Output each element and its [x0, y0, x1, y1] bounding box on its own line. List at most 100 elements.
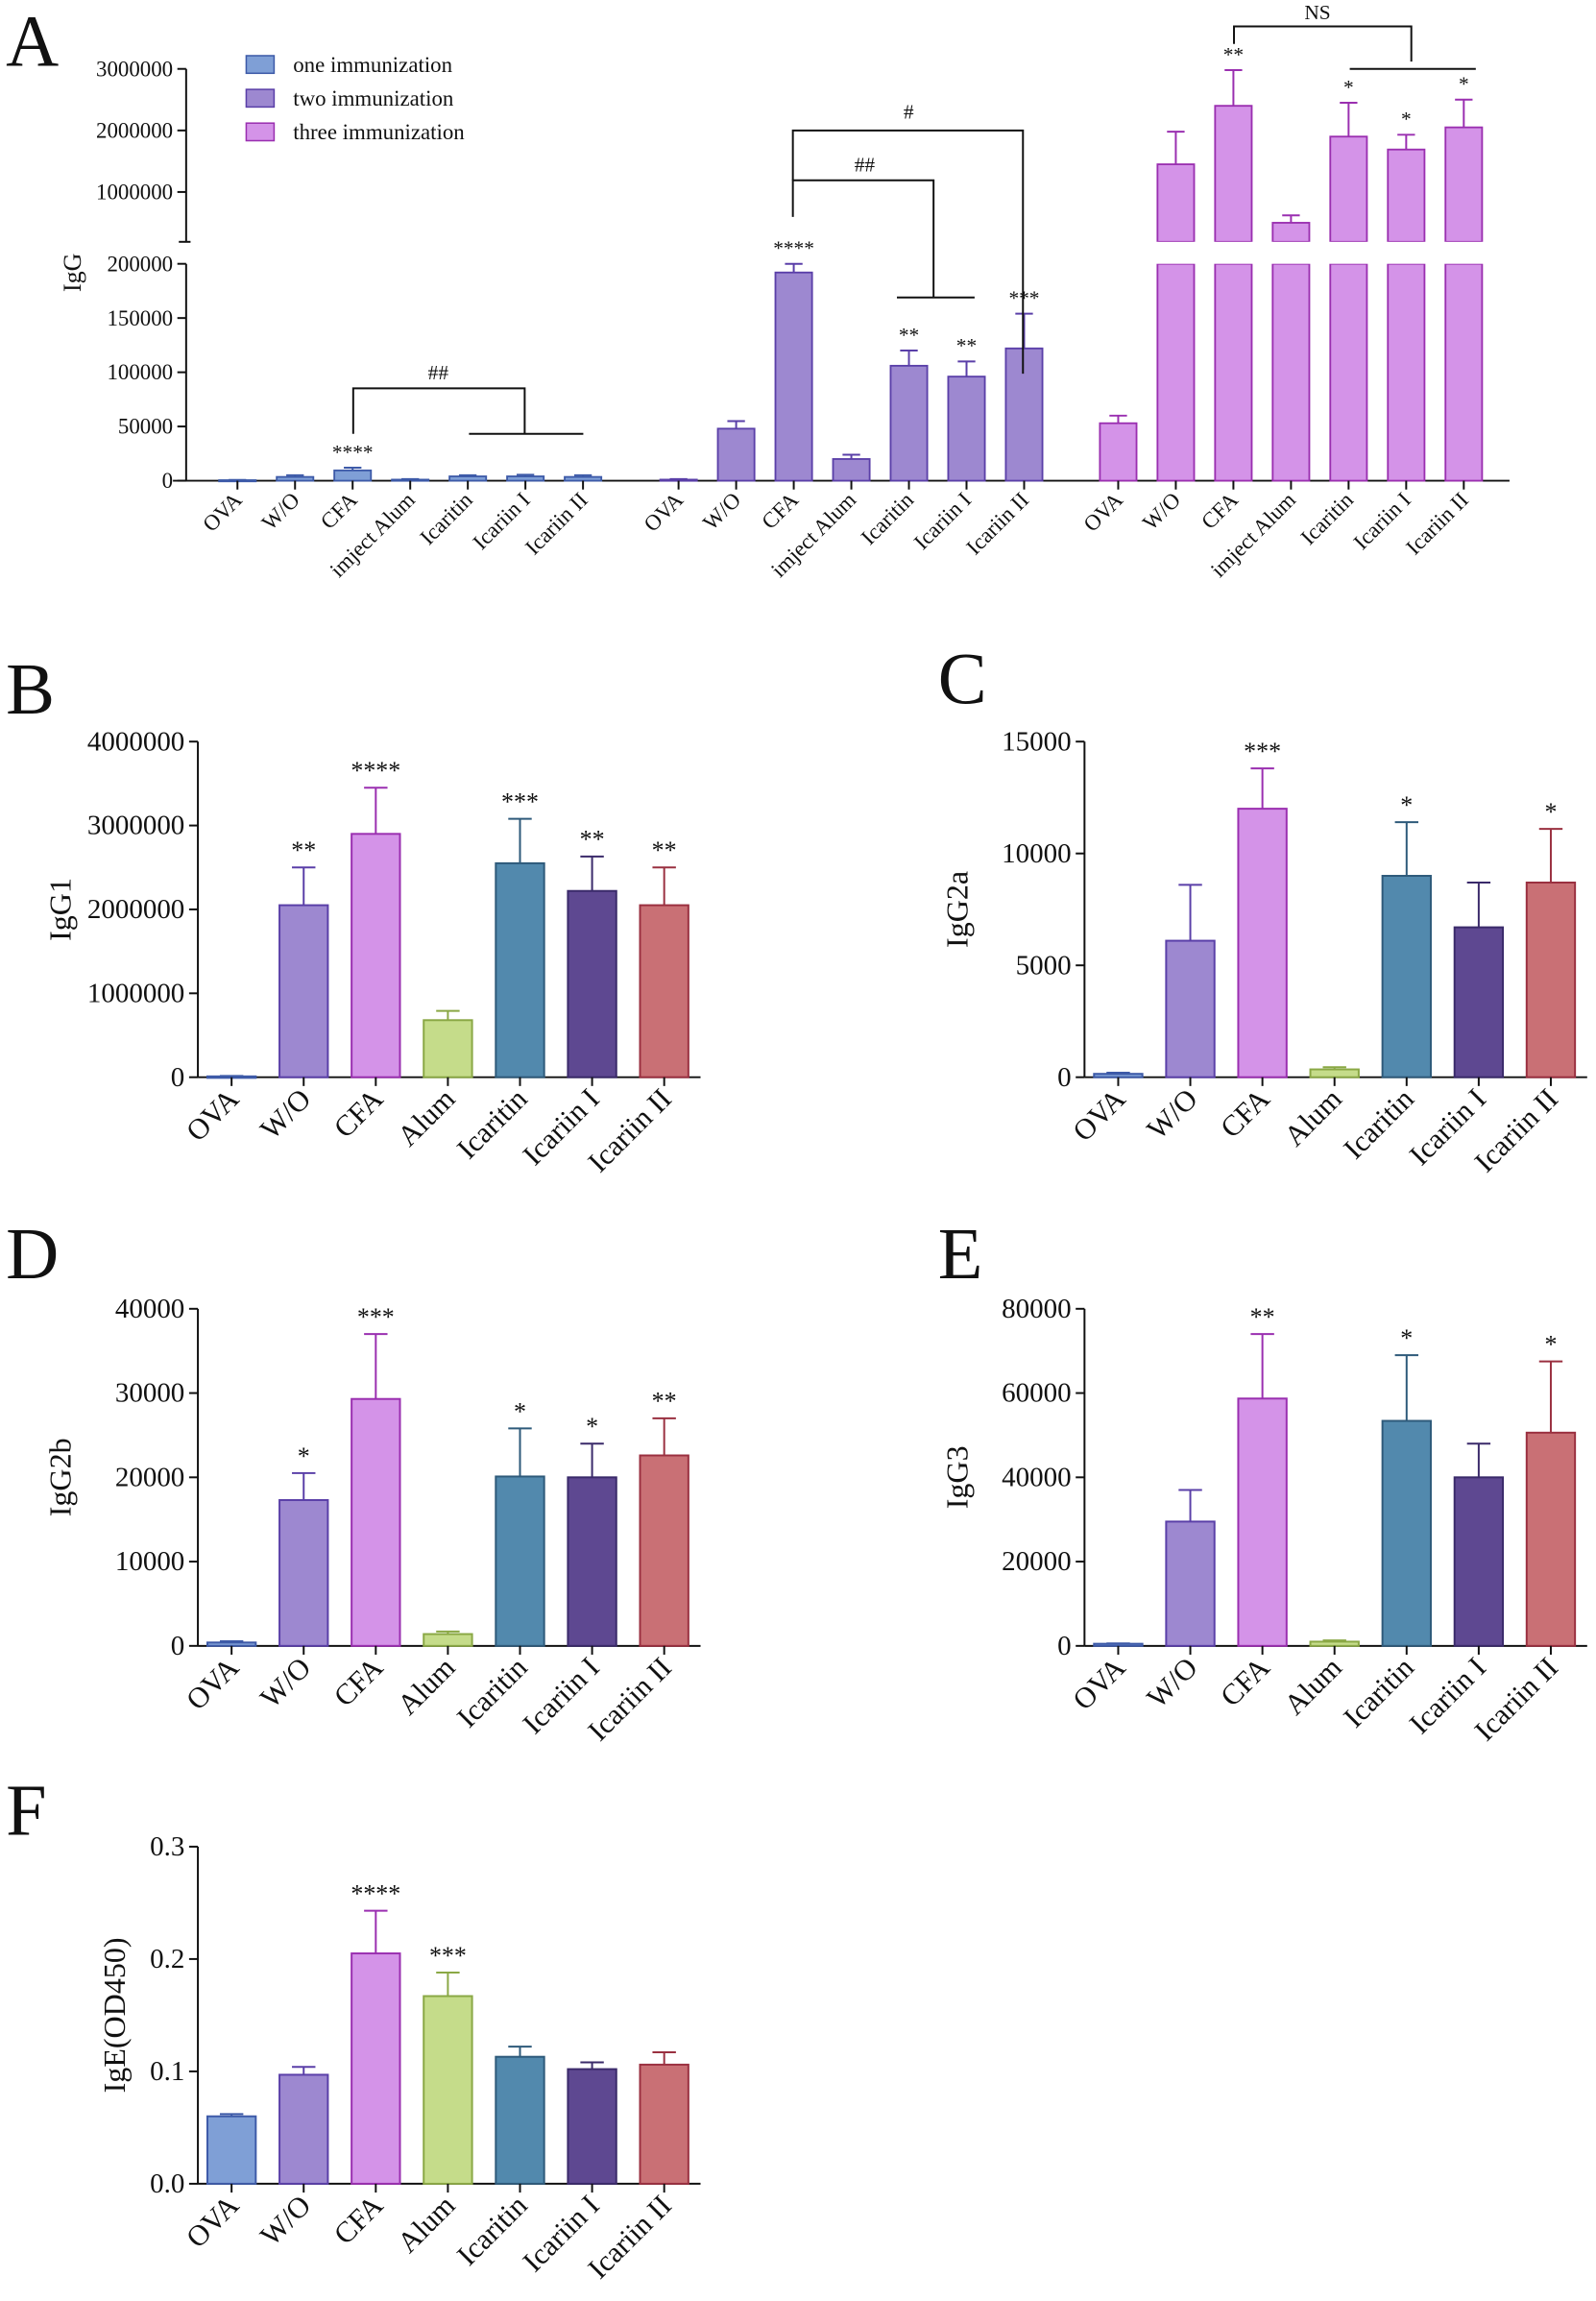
significance-stars: **** [773, 237, 814, 260]
bar [1237, 808, 1288, 1078]
bar [567, 889, 617, 1078]
x-tick-label: OVA [180, 1651, 245, 1716]
bar-lower [1214, 262, 1253, 482]
bar [716, 427, 756, 482]
x-tick-label: W/O [254, 1651, 317, 1714]
axis-break-gap [1213, 241, 1254, 264]
y-tick-label: 3000000 [96, 57, 173, 81]
bar-lower [1387, 262, 1426, 482]
bar [1099, 422, 1138, 482]
bar [495, 1475, 545, 1647]
axis-break-gap [1328, 241, 1368, 264]
bar [1453, 926, 1505, 1078]
significance-stars: *** [429, 1942, 467, 1970]
x-tick-label: W/O [254, 1082, 317, 1146]
y-axis-label: IgG2b [42, 1438, 77, 1516]
bar [567, 1476, 617, 1647]
panel-b: B 0 1000000 2000000 3000000 4000000 IgG1 OVA ** W… [6, 648, 701, 1178]
y-tick-label: 0 [171, 1631, 185, 1661]
significance-stars: ** [652, 1388, 677, 1416]
bar [1237, 1397, 1288, 1647]
x-tick-label: W/O [698, 488, 745, 535]
bar [1525, 1431, 1577, 1647]
significance-stars: ** [652, 836, 677, 864]
y-tick-label: 0.2 [150, 1944, 184, 1974]
y-tick-label: 10000 [1002, 838, 1071, 869]
bar [1309, 1068, 1360, 1078]
bar [639, 904, 689, 1078]
bar [351, 833, 401, 1078]
significance-stars: *** [357, 1303, 395, 1331]
significance-stars: **** [332, 441, 374, 464]
bar [278, 2073, 329, 2185]
panel-letter: E [938, 1213, 983, 1295]
panel-letter: D [6, 1213, 59, 1295]
comparison-bracket [351, 387, 584, 435]
bar [1165, 1520, 1216, 1647]
significance-stars: *** [1008, 286, 1039, 309]
significance-stars: * [1459, 73, 1469, 96]
axis-break-gap [1155, 241, 1197, 264]
y-tick-label: 3000000 [87, 811, 184, 841]
x-tick-label: W/O [1141, 1082, 1204, 1146]
y-tick-label: 0 [171, 1062, 185, 1093]
x-tick-label: OVA [180, 2189, 245, 2254]
bar [276, 475, 315, 482]
y-axis-label: IgG3 [939, 1445, 974, 1509]
axis-break-gap [1270, 241, 1311, 264]
significance-stars: * [1401, 108, 1412, 131]
significance-stars: **** [351, 757, 400, 785]
x-tick-label: OVA [198, 487, 247, 536]
axis-break-gap [1443, 241, 1484, 264]
significance-stars: * [1400, 1324, 1413, 1352]
bar [1381, 875, 1432, 1078]
significance-stars: * [514, 1397, 526, 1425]
bar-lower [1444, 262, 1484, 482]
bar [351, 1952, 401, 2185]
legend-label: one immunization [293, 53, 452, 77]
bar [1309, 1640, 1360, 1647]
x-tick-label: CFA [327, 1082, 389, 1144]
x-tick-label: CFA [1197, 487, 1243, 533]
y-tick-label: 0.0 [150, 2168, 184, 2199]
y-tick-label: 40000 [115, 1294, 184, 1324]
y-tick-label: 30000 [115, 1378, 184, 1409]
y-tick-label: 0.1 [150, 2056, 184, 2087]
y-axis-label: IgG [59, 254, 86, 292]
bar [278, 904, 329, 1078]
bar-upper [1214, 105, 1253, 243]
significance-stars: ** [1223, 43, 1244, 66]
significance-stars: *** [501, 787, 539, 815]
y-tick-label: 0 [1057, 1631, 1072, 1661]
bar [1525, 882, 1577, 1078]
x-tick-label: Icaritin [857, 487, 919, 549]
x-tick-label: OVA [1067, 1651, 1132, 1716]
y-tick-label: 4000000 [87, 726, 184, 757]
significance-stars: *** [1244, 738, 1281, 765]
x-tick-label: Icaritin [415, 487, 477, 549]
x-tick-label: OVA [180, 1082, 245, 1148]
legend-swatch [245, 88, 276, 109]
panel-d: D010000200003000040000IgG2bOVA*W/O***CFA… [6, 1213, 701, 1747]
bar-lower [1329, 262, 1368, 482]
y-tick-label: 40000 [1002, 1462, 1071, 1492]
x-tick-label: OVA [1078, 487, 1127, 536]
comparison-bracket [1233, 25, 1476, 70]
bar [333, 469, 373, 482]
bar [495, 2055, 545, 2185]
y-tick-label: 80000 [1002, 1294, 1071, 1324]
comparison-label: # [904, 101, 914, 124]
panel-letter: F [6, 1770, 46, 1852]
y-tick-label: 1000000 [96, 181, 173, 205]
legend-swatch [245, 55, 276, 75]
bar-lower [1271, 262, 1311, 482]
x-tick-label: W/O [1138, 488, 1185, 535]
bar-upper [1156, 163, 1196, 243]
panel-letter: B [6, 648, 55, 730]
y-tick-label: 150000 [107, 306, 173, 330]
legend-label: three immunization [293, 120, 465, 144]
bar [1004, 347, 1044, 482]
